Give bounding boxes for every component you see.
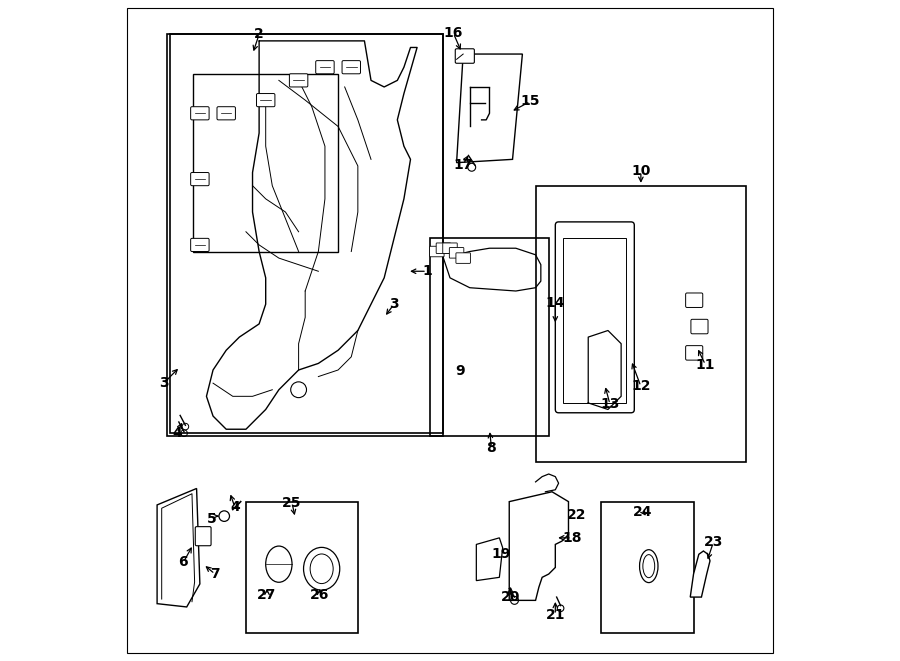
FancyBboxPatch shape (290, 74, 308, 87)
Text: 26: 26 (310, 588, 329, 602)
Bar (246, 502, 358, 633)
FancyBboxPatch shape (191, 239, 209, 252)
FancyBboxPatch shape (429, 247, 444, 256)
FancyBboxPatch shape (191, 173, 209, 186)
FancyBboxPatch shape (256, 94, 274, 106)
FancyBboxPatch shape (443, 243, 457, 253)
FancyBboxPatch shape (316, 61, 334, 74)
Ellipse shape (266, 546, 292, 582)
Text: 13: 13 (600, 397, 619, 411)
Text: 12: 12 (631, 379, 651, 393)
Text: 3: 3 (389, 297, 399, 311)
Text: 18: 18 (562, 531, 581, 545)
Bar (167, 34, 444, 436)
Bar (194, 74, 338, 252)
FancyBboxPatch shape (436, 243, 451, 253)
Text: 1: 1 (422, 264, 432, 278)
FancyBboxPatch shape (686, 293, 703, 307)
Text: 10: 10 (631, 164, 651, 178)
Text: 3: 3 (159, 376, 168, 390)
Text: 7: 7 (211, 567, 220, 581)
Polygon shape (158, 488, 200, 607)
Text: 24: 24 (633, 504, 652, 518)
Text: 11: 11 (696, 358, 716, 371)
Text: 17: 17 (454, 157, 473, 172)
FancyBboxPatch shape (449, 248, 464, 258)
Text: 9: 9 (455, 364, 464, 378)
FancyBboxPatch shape (691, 319, 708, 334)
FancyBboxPatch shape (342, 61, 361, 74)
FancyBboxPatch shape (217, 106, 236, 120)
Text: 14: 14 (545, 296, 565, 310)
Text: 22: 22 (567, 508, 586, 522)
Ellipse shape (310, 554, 333, 584)
Text: 20: 20 (501, 590, 520, 604)
Polygon shape (456, 54, 522, 163)
Polygon shape (509, 492, 569, 600)
Ellipse shape (643, 555, 654, 578)
FancyBboxPatch shape (455, 49, 474, 63)
Text: 8: 8 (487, 441, 496, 455)
Text: 2: 2 (254, 27, 264, 41)
Text: 16: 16 (444, 26, 463, 40)
FancyBboxPatch shape (686, 346, 703, 360)
Bar (430, 239, 549, 436)
Text: 4: 4 (230, 500, 239, 514)
FancyBboxPatch shape (195, 527, 212, 546)
Ellipse shape (303, 547, 339, 590)
Bar (563, 239, 625, 403)
Text: 6: 6 (178, 555, 188, 569)
Text: 25: 25 (283, 496, 302, 510)
Text: 4: 4 (172, 426, 182, 440)
Polygon shape (690, 551, 710, 597)
Polygon shape (476, 538, 503, 580)
Text: 5: 5 (207, 512, 217, 525)
Text: 23: 23 (704, 535, 723, 549)
Ellipse shape (640, 550, 658, 582)
FancyBboxPatch shape (456, 253, 471, 263)
Text: 19: 19 (491, 547, 511, 561)
Bar (170, 34, 444, 432)
Bar (601, 502, 694, 633)
Text: 15: 15 (520, 95, 540, 108)
Bar (536, 186, 746, 462)
Text: 21: 21 (545, 608, 565, 622)
FancyBboxPatch shape (191, 106, 209, 120)
FancyBboxPatch shape (555, 222, 634, 412)
Text: 27: 27 (257, 588, 276, 602)
